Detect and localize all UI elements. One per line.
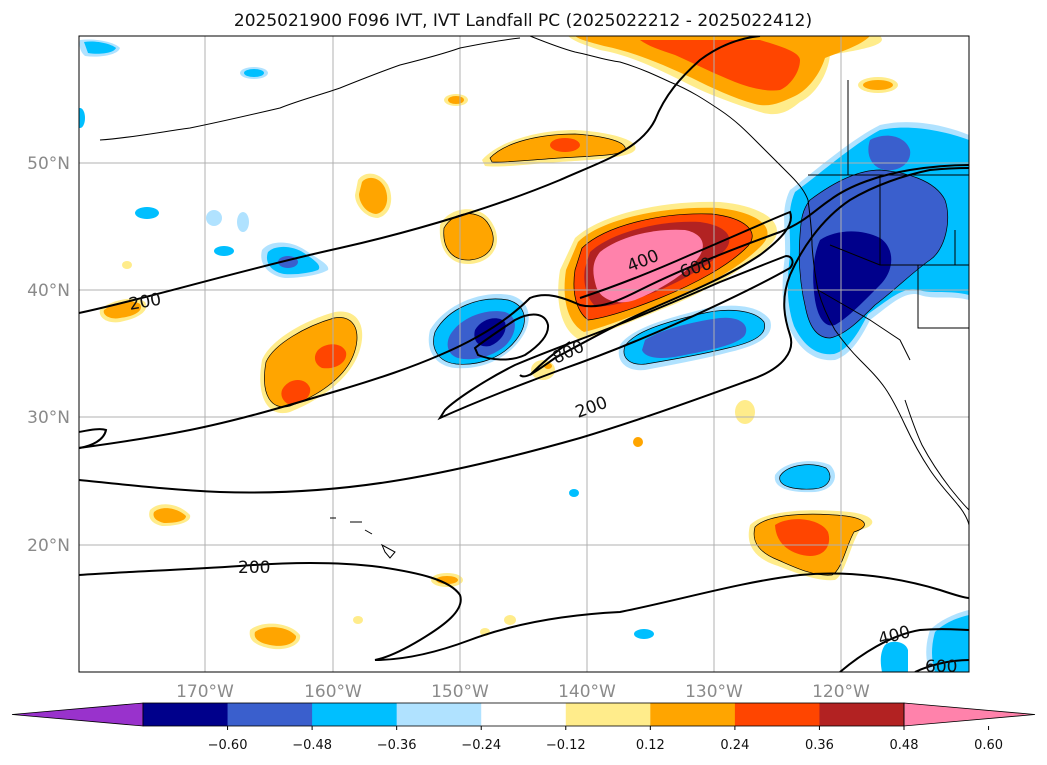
negative-band-135w-core — [642, 317, 747, 358]
colorbar-frame — [142, 702, 905, 727]
positive-blob-158w-inner — [359, 177, 388, 214]
ivt-200-main — [79, 164, 969, 449]
state-border-4 — [917, 265, 969, 329]
colorbar-tick-label: −0.12 — [546, 738, 586, 753]
ivt-west-edge — [79, 428, 108, 449]
positive-tiny-5 — [353, 616, 363, 624]
colorbar-tick-label: −0.36 — [377, 738, 417, 753]
ivt-800 — [473, 313, 550, 361]
colorbar-cell — [734, 703, 820, 726]
positive-tiny-3 — [735, 400, 755, 424]
map-title: 2025021900 F096 IVT, IVT Landfall PC (20… — [234, 11, 812, 31]
positive-tiny-2-inner — [448, 96, 464, 104]
nw-coast-positive-core — [640, 40, 800, 91]
state-border-5 — [829, 244, 881, 266]
negative-tiny-5 — [214, 246, 234, 256]
ivt-400 — [519, 210, 792, 378]
baja-coast — [904, 399, 969, 511]
gridlines — [79, 36, 969, 672]
aleutian-coast — [99, 37, 521, 141]
ivt-contours — [79, 36, 969, 672]
positive-tiny-6 — [504, 615, 516, 625]
colorbar-tick-label: 0.12 — [636, 738, 665, 753]
alaska-coast — [529, 36, 809, 201]
positive-blob-150w-inner — [443, 213, 494, 261]
state-border-6 — [817, 289, 911, 361]
contour-label-600-b: 600 — [925, 657, 957, 677]
hawaii-islands — [330, 517, 396, 559]
longitude-labels: 170°W 160°W 150°W 140°W 130°W 120°W — [176, 682, 870, 702]
colorbar: −0.60 −0.48 −0.36 −0.24 −0.12 0.12 0.24 0.36 0.4… — [11, 702, 1036, 753]
ivt-600 — [437, 254, 794, 421]
lon-label-160w: 160°W — [304, 682, 362, 702]
lat-label-30n: 30°N — [27, 408, 70, 428]
map-frame — [78, 35, 970, 673]
ivt-200-south — [79, 167, 969, 494]
colorbar-cell — [565, 703, 651, 726]
negative-blob-se-2 — [880, 641, 908, 672]
filled-contours — [79, 36, 969, 672]
contour-label-200-c: 200 — [238, 558, 270, 578]
negative-west-us-048b — [868, 135, 911, 171]
colorbar-cell — [227, 703, 313, 726]
negative-tiny-8 — [634, 629, 654, 639]
colorbar-tick-label: −0.48 — [292, 738, 332, 753]
lat-label-40n: 40°N — [27, 281, 70, 301]
positive-blob-162w-core1 — [314, 344, 347, 369]
lon-label-120w: 120°W — [812, 682, 870, 702]
lon-label-130w: 130°W — [685, 682, 743, 702]
lon-label-170w: 170°W — [176, 682, 234, 702]
negative-tiny-7 — [569, 489, 579, 497]
colorbar-extend-low — [11, 702, 144, 727]
map-panel[interactable]: 200 400 600 800 200 200 400 600 — [75, 35, 970, 677]
negative-west-us-048 — [813, 231, 892, 326]
colorbar-tick-label: 0.60 — [974, 738, 1003, 753]
positive-blob-ne-inner — [863, 80, 893, 90]
lat-label-20n: 20°N — [27, 536, 70, 556]
colorbar-cell — [396, 703, 482, 726]
latitude-labels: 50°N 40°N 30°N 20°N — [27, 154, 70, 556]
ivt-800-tail — [529, 341, 571, 376]
contour-label-group: 200 400 600 800 200 200 400 600 — [127, 246, 957, 677]
colorbar-cell — [650, 703, 736, 726]
ivt-ne-loop — [839, 628, 969, 672]
negative-tiny-3 — [135, 207, 159, 219]
negative-tiny-4 — [206, 210, 222, 226]
ivt-200-north — [79, 36, 761, 314]
negative-tiny-1-inner — [244, 69, 264, 77]
lon-label-150w: 150°W — [431, 682, 489, 702]
colorbar-cell — [143, 703, 229, 726]
colorbar-extend-high — [903, 702, 1036, 727]
colorbar-cell — [312, 703, 398, 726]
positive-blob-168w-inner — [153, 508, 186, 523]
positive-band-50n-core — [550, 138, 580, 152]
ivt-se-600 — [914, 659, 969, 672]
colorbar-tick-label: −0.60 — [208, 738, 248, 753]
us-west-coast — [807, 199, 969, 526]
negative-blob-nw-inner — [84, 41, 116, 54]
positive-tiny-1 — [122, 261, 132, 269]
lon-label-140w: 140°W — [558, 682, 616, 702]
colorbar-tick-label: 0.36 — [805, 738, 834, 753]
colorbar-tick-label: 0.48 — [890, 738, 919, 753]
positive-blob-162w-core2 — [281, 379, 311, 405]
negative-tiny-2 — [79, 108, 85, 128]
ivt-200-lower — [79, 562, 969, 661]
positive-blob-125w-core — [775, 519, 830, 556]
colorbar-tick-label: −0.24 — [461, 738, 501, 753]
colorbar-cell — [819, 703, 905, 726]
lat-label-50n: 50°N — [27, 154, 70, 174]
positive-tiny-4 — [633, 437, 643, 447]
colorbar-cell — [481, 703, 567, 726]
negative-blob-120w-inner — [779, 464, 830, 490]
negative-tiny-6 — [237, 212, 249, 232]
positive-blob-165w-inner — [254, 627, 297, 646]
colorbar-tick-label: 0.24 — [720, 738, 749, 753]
